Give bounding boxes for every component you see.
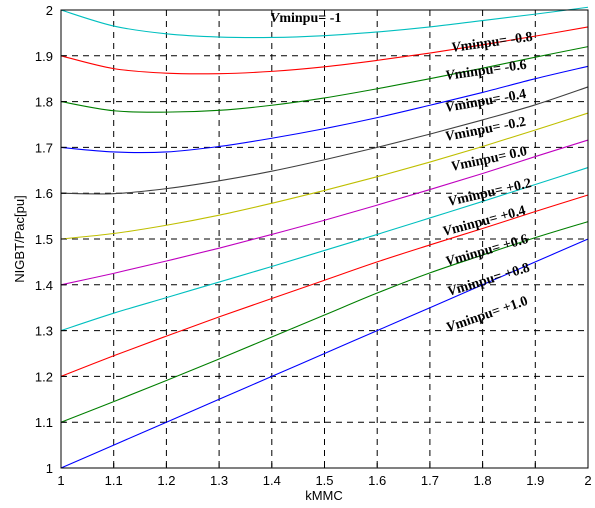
series-line-5 bbox=[60, 112, 589, 240]
y-tick-label: 1.6 bbox=[35, 186, 53, 201]
series-line-1 bbox=[60, 26, 589, 75]
x-tick-label: 1.9 bbox=[526, 473, 544, 488]
y-tick-label: 1 bbox=[46, 461, 53, 476]
series-line-2 bbox=[60, 46, 589, 113]
y-tick-label: 1.4 bbox=[35, 278, 53, 293]
y-tick-label: 1.1 bbox=[35, 415, 53, 430]
x-tick-label: 1.3 bbox=[210, 473, 228, 488]
x-tick-label: 1.2 bbox=[157, 473, 175, 488]
y-axis-label: NIGBT/Pac[pu] bbox=[12, 195, 27, 282]
x-tick-label: 1 bbox=[57, 473, 64, 488]
y-tick-label: 1.3 bbox=[35, 324, 53, 339]
series-line-8 bbox=[60, 194, 589, 377]
x-tick-label: 1.4 bbox=[263, 473, 281, 488]
series-line-9 bbox=[60, 221, 589, 423]
x-tick-label: 1.1 bbox=[105, 473, 123, 488]
y-tick-label: 1.7 bbox=[35, 140, 53, 155]
plot-area bbox=[61, 10, 588, 468]
y-tick-label: 2 bbox=[46, 3, 53, 18]
x-tick-label: 2 bbox=[584, 473, 591, 488]
series-lines bbox=[60, 6, 589, 469]
x-tick-label: 1.8 bbox=[474, 473, 492, 488]
series-line-10 bbox=[60, 238, 589, 469]
x-tick-label: 1.5 bbox=[315, 473, 333, 488]
y-tick-label: 1.8 bbox=[35, 95, 53, 110]
ticks: 1 1.1 1.2 1.3 1.4 1.5 1.6 1.7 1.8 1.9 2 1 1.1 1.2 1.3 1… bbox=[35, 3, 592, 488]
series-line-6 bbox=[60, 139, 589, 286]
y-tick-label: 1.2 bbox=[35, 369, 53, 384]
y-tick-label: 1.5 bbox=[35, 232, 53, 247]
x-axis-label: kMMC bbox=[305, 488, 343, 503]
series-line-0 bbox=[60, 6, 589, 39]
x-tick-label: 1.6 bbox=[368, 473, 386, 488]
series-line-4 bbox=[60, 86, 589, 195]
series-line-3 bbox=[60, 65, 589, 154]
annotation-label: Vminpu= -1 bbox=[270, 11, 341, 26]
x-tick-label: 1.7 bbox=[421, 473, 439, 488]
y-tick-label: 1.9 bbox=[35, 49, 53, 64]
series-line-7 bbox=[60, 167, 589, 332]
